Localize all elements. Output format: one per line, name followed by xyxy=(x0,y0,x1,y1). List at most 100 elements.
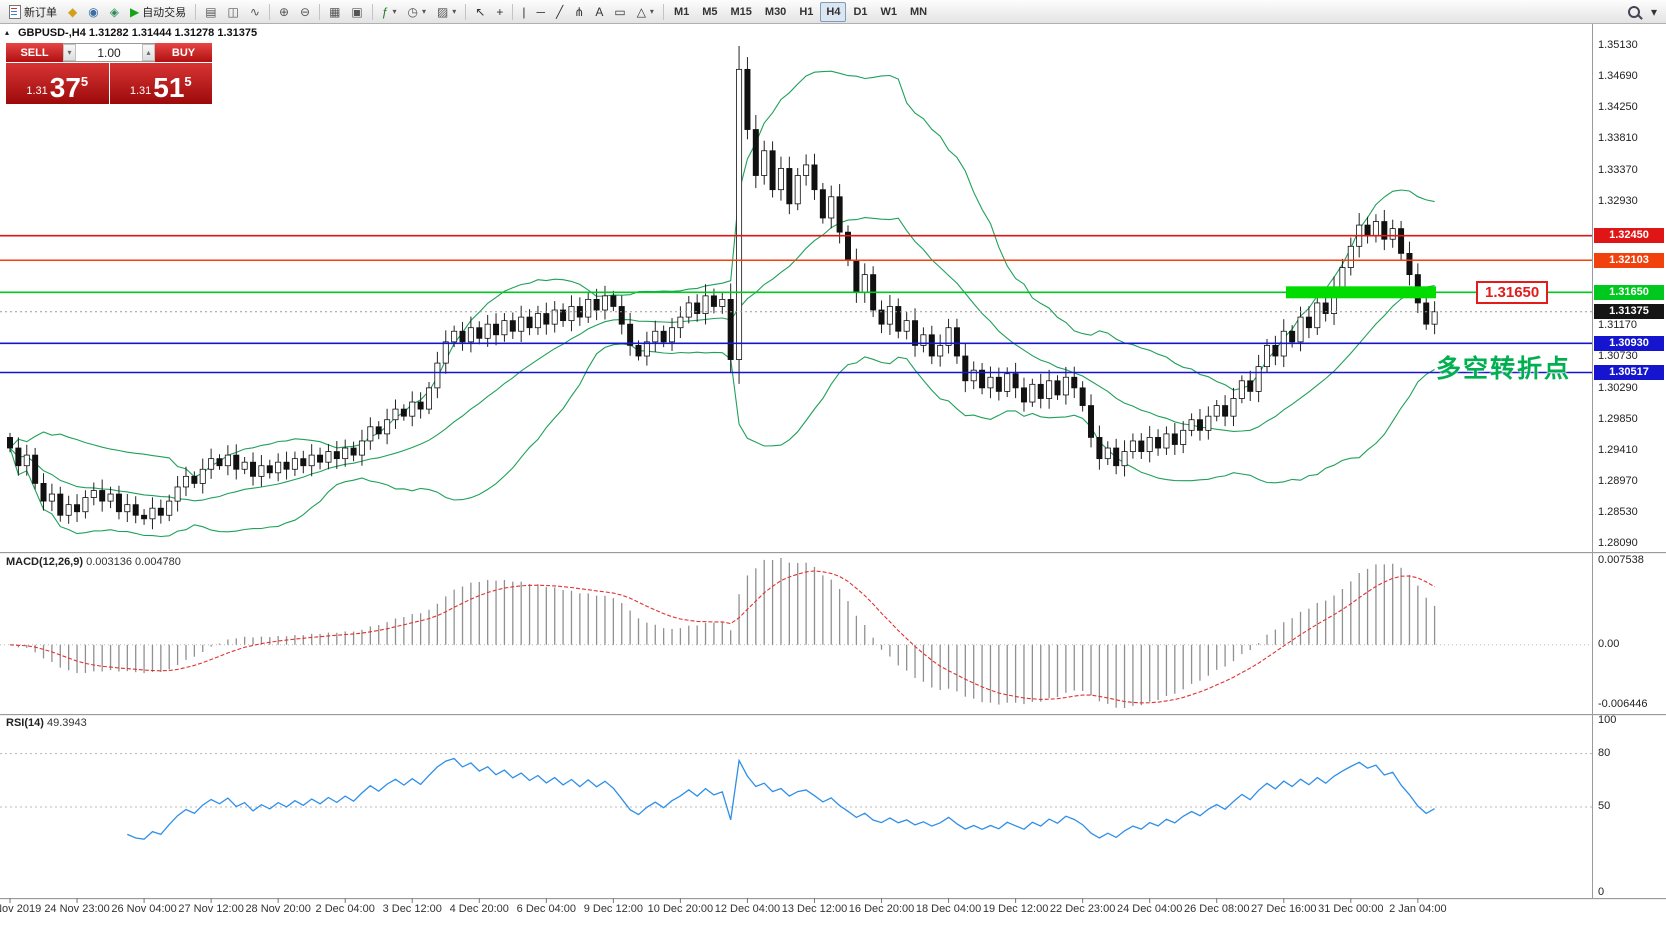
time-axis-label: 19 Dec 12:00 xyxy=(982,903,1049,915)
toolbar-separator xyxy=(465,3,467,20)
sell-tab[interactable]: SELL xyxy=(6,43,63,62)
toolbar-separator xyxy=(268,3,270,20)
sell-button[interactable]: 1.31 37 5 xyxy=(6,63,109,104)
price-scale-label: 1.29850 xyxy=(1598,412,1638,425)
toolbar-separator xyxy=(512,3,514,20)
autotrading-button[interactable]: ▶ 自动交易 xyxy=(125,1,191,23)
price-scale-label: 1.28090 xyxy=(1598,537,1638,550)
timeframe-button-m30[interactable]: M30 xyxy=(764,5,787,18)
pane-backgrounds xyxy=(0,24,1666,949)
rsi-scale-level: 50 xyxy=(1598,800,1611,812)
price-line-badge: 1.31650 xyxy=(1594,284,1664,300)
trendline-button[interactable]: ╱ xyxy=(551,1,568,23)
horizontal-line-icon: ─ xyxy=(536,4,546,19)
toolbar-menu-button[interactable]: ▾ xyxy=(1646,1,1662,23)
time-axis-label: 10 Dec 20:00 xyxy=(647,903,714,915)
time-axis-label: 2 Dec 04:00 xyxy=(315,903,375,915)
timeframe-button-m15[interactable]: M15 xyxy=(730,5,752,18)
line-chart-icon: ∿ xyxy=(249,4,260,19)
symbol-ohlc-info: GBPUSD-,H4 1.31282 1.31444 1.31278 1.313… xyxy=(18,27,258,39)
candlestick-series xyxy=(7,46,1438,530)
new-order-icon xyxy=(9,4,21,19)
macd-name: MACD(12,26,9) xyxy=(6,556,84,568)
price-scale-label: 1.28970 xyxy=(1598,475,1638,487)
price-scale-label: 1.34690 xyxy=(1598,70,1638,83)
price-line-badge: 1.31375 xyxy=(1594,304,1664,320)
zoom-in-button[interactable]: ⊕ xyxy=(274,1,294,23)
profiles-button[interactable]: ◉ xyxy=(83,1,103,23)
cascade-windows-button[interactable]: ▣ xyxy=(346,1,367,23)
crosshair-button[interactable]: + xyxy=(491,1,508,23)
oneclick-collapse-arrow[interactable]: ▴ xyxy=(5,28,10,37)
macd-values: 0.003136 0.004780 xyxy=(86,556,181,568)
buy-price-sup: 5 xyxy=(184,74,192,89)
chart-annotation-text: 多空转折点 xyxy=(1436,355,1572,384)
trendline-icon: ╱ xyxy=(556,4,564,19)
volume-decrease-button[interactable]: ▾ xyxy=(63,44,76,61)
price-scale-label: 1.29410 xyxy=(1598,443,1638,456)
tile-windows-button[interactable]: ▦ xyxy=(324,1,345,23)
zoom-out-button[interactable]: ⊖ xyxy=(295,1,315,23)
toolbar-separator xyxy=(319,3,321,20)
price-scale-label: 1.35130 xyxy=(1598,39,1638,51)
time-axis-label: 16 Dec 20:00 xyxy=(848,903,915,915)
volume-input[interactable] xyxy=(76,44,142,61)
time-axis-label: 26 Nov 04:00 xyxy=(111,903,177,915)
time-axis-label: 24 Nov 23:00 xyxy=(44,903,110,915)
line-chart-button[interactable]: ∿ xyxy=(245,1,265,23)
symbol-search-button[interactable] xyxy=(1623,1,1645,23)
price-highlight-label: 1.31650 xyxy=(1476,281,1549,305)
price-scale-label: 1.30730 xyxy=(1598,350,1638,363)
macd-scale-max: 0.007538 xyxy=(1598,554,1644,566)
buy-price-big: 51 xyxy=(153,72,185,104)
new-order-button[interactable]: 新订单 xyxy=(4,1,62,23)
zoom-in-icon: ⊕ xyxy=(278,4,289,19)
fibonacci-button[interactable]: ⋔ xyxy=(569,1,589,23)
time-axis-label: 26 Dec 08:00 xyxy=(1184,903,1250,915)
indicators-button[interactable]: ƒ ▾ xyxy=(377,1,402,23)
price-line-badge: 1.30517 xyxy=(1594,365,1664,380)
timeframe-button-d1[interactable]: D1 xyxy=(853,5,868,18)
candlestick-chart-button[interactable]: ◫ xyxy=(223,1,244,23)
time-axis-label: 27 Dec 16:00 xyxy=(1251,903,1317,915)
indicators-icon: ƒ xyxy=(381,4,389,19)
timeframe-button-mn[interactable]: MN xyxy=(910,5,928,18)
shapes-button[interactable]: △ ▾ xyxy=(632,1,659,23)
navigator-button[interactable]: ◈ xyxy=(105,1,124,23)
templates-button[interactable]: ▨ ▾ xyxy=(432,1,461,23)
time-axis-label: 24 Dec 04:00 xyxy=(1116,903,1183,915)
charts-button[interactable]: ◆ xyxy=(63,1,82,23)
buy-price-prefix: 1.31 xyxy=(129,85,152,97)
timeframe-button-h4[interactable]: H4 xyxy=(820,1,847,22)
buy-button[interactable]: 1.31 51 5 xyxy=(109,63,212,104)
time-axis-label: 22 Nov 2019 xyxy=(0,903,42,915)
timeframe-button-m1[interactable]: M1 xyxy=(673,5,690,18)
rsi-scale-max: 100 xyxy=(1598,714,1617,726)
text-label-button[interactable]: ▭ xyxy=(609,1,630,23)
time-axis-label: 13 Dec 12:00 xyxy=(781,903,848,915)
timeframe-button-h1[interactable]: H1 xyxy=(799,5,814,18)
macd-scale-zero: 0.00 xyxy=(1598,637,1620,650)
time-axis-label: 6 Dec 04:00 xyxy=(516,903,576,915)
bar-chart-button[interactable]: ▤ xyxy=(200,1,221,23)
price-line-badge: 1.32103 xyxy=(1594,252,1664,268)
buy-tab[interactable]: BUY xyxy=(155,43,212,62)
cursor-button[interactable]: ↖ xyxy=(470,1,490,23)
text-button[interactable]: A xyxy=(590,1,608,23)
timeframe-button-w1[interactable]: W1 xyxy=(880,5,898,18)
price-scale-label: 1.28530 xyxy=(1598,506,1638,519)
time-axis-label: 3 Dec 12:00 xyxy=(382,903,442,915)
price-scale-label: 1.34250 xyxy=(1598,101,1638,114)
volume-increase-button[interactable]: ▴ xyxy=(142,44,155,61)
timeframe-button-m5[interactable]: M5 xyxy=(702,5,718,18)
vertical-line-button[interactable]: | xyxy=(517,1,530,23)
horizontal-line-button[interactable]: ─ xyxy=(532,1,551,23)
periods-button[interactable]: ◷ ▾ xyxy=(402,1,431,23)
fibonacci-icon: ⋔ xyxy=(574,4,585,19)
rsi-value: 49.3943 xyxy=(46,717,87,729)
profiles-icon: ◉ xyxy=(88,4,99,19)
time-axis-label: 22 Dec 23:00 xyxy=(1049,903,1116,915)
vertical-line-icon: | xyxy=(522,4,526,19)
toolbar-separator xyxy=(662,3,664,20)
